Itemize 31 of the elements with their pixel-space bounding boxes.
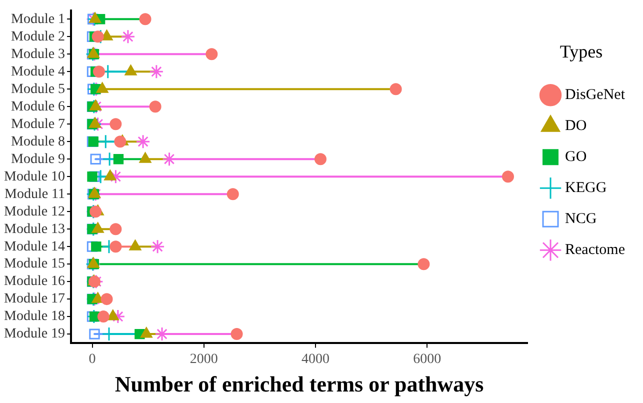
legend-label: KEGG [565,180,607,196]
x-tick-label: 0 [88,352,96,367]
y-tick-label: Module 3 [10,46,66,62]
y-tick-label: Module 14 [4,239,66,254]
x-tick-label: 4000 [301,352,330,367]
y-tick-label: Module 13 [4,222,66,237]
y-tick-label: Module 2 [10,29,66,44]
y-tick-label: Module 15 [4,256,66,272]
y-tick-label: Module 7 [10,116,66,132]
legend-label: DisGeNet [565,87,626,104]
legend-label: NCG [565,211,597,228]
y-tick-label: Module 17 [4,292,66,307]
x-axis-title: Number of enriched terms or pathways [114,371,484,396]
y-tick-label: Module 12 [4,204,66,220]
y-tick-label: Module 16 [4,274,66,290]
y-tick-label: Module 5 [10,82,66,97]
legend-label: DO [565,118,587,134]
y-tick-label: Module 10 [4,169,66,184]
x-tick-label: 6000 [413,352,442,367]
legend-label: Reactome [565,242,626,258]
y-tick-label: Module 11 [4,186,66,202]
legend-label: GO [565,149,587,166]
y-tick-label: Module 6 [10,99,66,114]
y-tick-label: Module 19 [4,326,66,342]
legend-title: Types [560,42,603,62]
x-tick-label: 2000 [190,352,218,367]
y-tick-label: Module 9 [10,152,66,167]
y-tick-label: Module 18 [4,309,66,324]
y-tick-label: Module 1 [10,12,66,27]
y-tick-label: Module 8 [10,134,66,150]
y-tick-label: Module 4 [10,64,66,80]
